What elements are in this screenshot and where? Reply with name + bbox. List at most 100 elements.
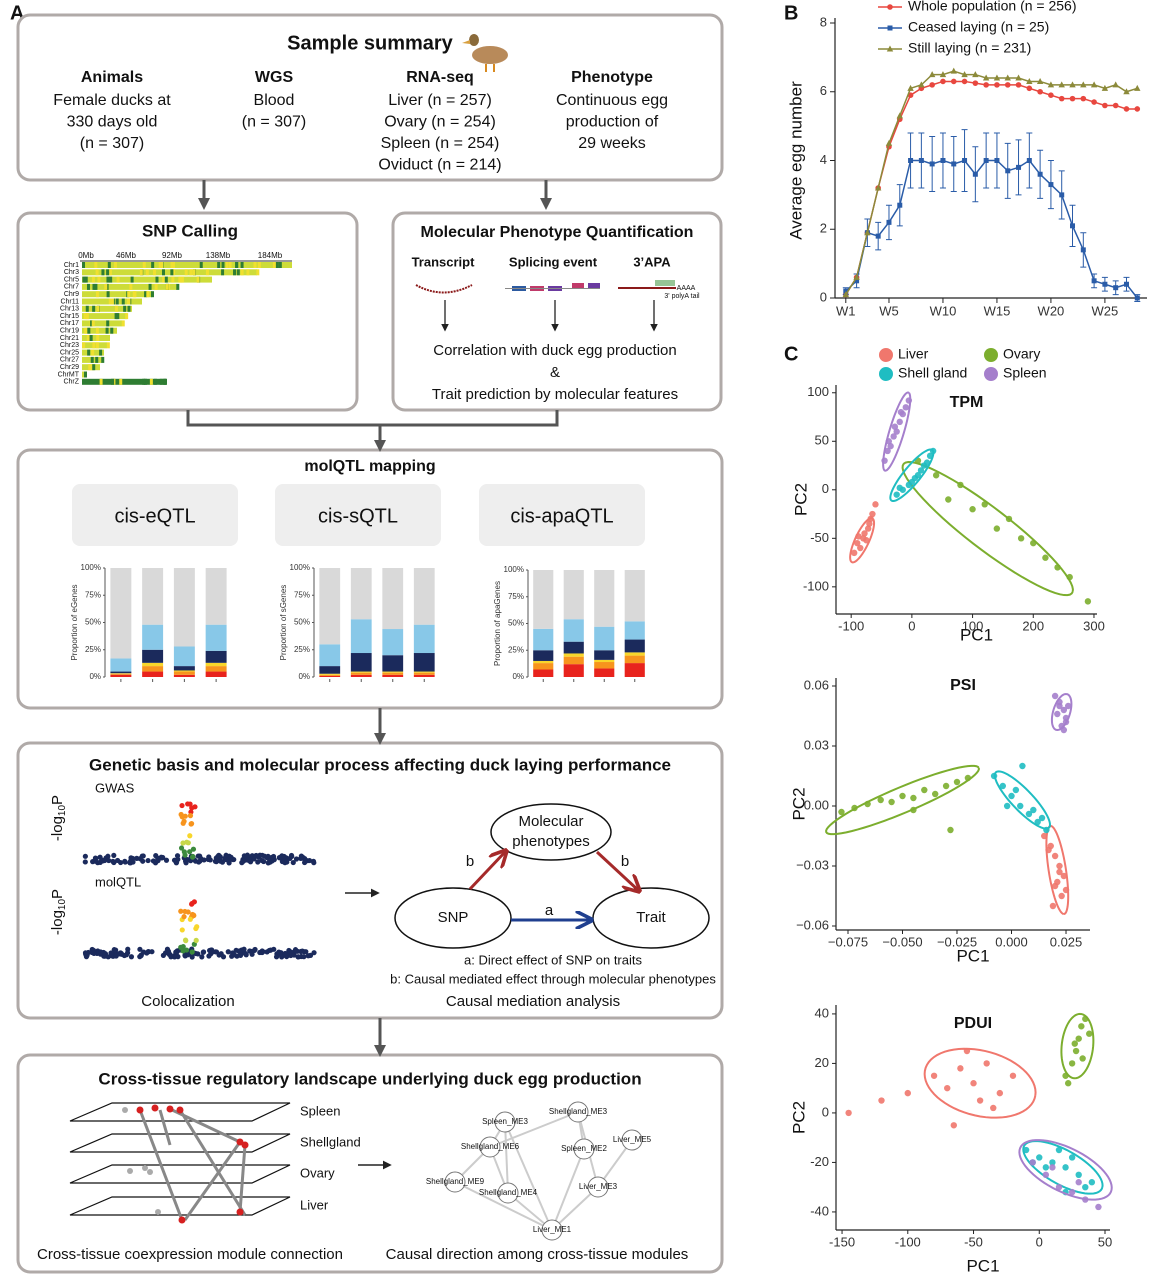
module-dot: [127, 1168, 133, 1174]
qtl-type: cis-sQTL: [318, 505, 398, 527]
point: [970, 1080, 977, 1087]
snp-density: [165, 283, 169, 290]
marker: [961, 78, 968, 85]
neg-log-p-label: -log10P: [49, 889, 68, 935]
manhattan-dot: [288, 852, 295, 859]
point: [1029, 1159, 1036, 1166]
module-dot: [122, 1107, 128, 1113]
point: [897, 408, 905, 416]
snp-density: [114, 305, 118, 312]
marker: [1069, 81, 1076, 88]
qtl-type-box: [479, 484, 645, 546]
manhattan-peak: [179, 802, 185, 809]
bar-segment: [319, 568, 341, 645]
layer-link: [138, 1109, 184, 1221]
panel-label: C: [784, 343, 798, 365]
confidence-ellipse: [889, 448, 935, 502]
marker: [1102, 281, 1108, 287]
marker: [1080, 247, 1086, 253]
marker: [1016, 164, 1022, 170]
chromosome-bar: [82, 291, 152, 298]
y-tick-label: 100%: [290, 563, 310, 572]
confidence-ellipse: [901, 461, 1074, 597]
point: [893, 428, 900, 435]
bar-segment: [533, 669, 554, 677]
point: [1068, 1188, 1076, 1196]
column-line: production of: [566, 114, 659, 131]
bar-segment: [142, 662, 164, 667]
x-axis-title: PC1: [960, 625, 993, 644]
snp-density: [176, 283, 180, 290]
snp-density: [158, 262, 162, 268]
marker: [928, 71, 936, 78]
manhattan-peak: [191, 941, 197, 947]
snp-density: [170, 262, 174, 268]
snp-density: [272, 262, 276, 268]
marker: [1112, 81, 1119, 88]
bar-segment: [142, 671, 164, 677]
duck-icon: [472, 46, 508, 64]
manhattan-dot: [291, 952, 297, 958]
marker: [853, 273, 860, 280]
snp-density: [82, 276, 86, 283]
chromosome-bar: [82, 305, 132, 312]
layer-label: Liver: [300, 1197, 329, 1212]
connector: [186, 410, 559, 427]
point: [1088, 1179, 1096, 1186]
snp-density: [104, 283, 108, 290]
y-tick-label: 0%: [89, 672, 101, 681]
y-tick-label: 75%: [85, 590, 101, 599]
bar-segment: [173, 670, 195, 672]
network-node: [494, 1111, 516, 1133]
snp-density: [83, 371, 87, 378]
snp-density: [116, 276, 120, 283]
point: [944, 1084, 951, 1092]
manhattan-dot: [260, 949, 266, 955]
marker: [1059, 192, 1065, 198]
snp-density: [95, 327, 99, 334]
mb-label: 92Mb: [162, 251, 183, 260]
snp-density: [92, 364, 96, 371]
snp-density: [145, 269, 149, 276]
marker: [951, 161, 957, 167]
network-edge: [550, 1148, 585, 1232]
bar-segment: [563, 664, 584, 677]
y-axis-title: PC2: [789, 1101, 808, 1134]
layer-link: [238, 1144, 247, 1213]
point: [1030, 806, 1037, 814]
y-tick-label: 0%: [512, 672, 524, 681]
snp-density: [225, 262, 229, 268]
point: [910, 794, 917, 802]
manhattan-peak: [184, 839, 190, 845]
manhattan-dot: [225, 949, 231, 955]
point: [1054, 878, 1061, 886]
snp-density: [85, 305, 89, 312]
mb-label: 138Mb: [206, 251, 231, 260]
manhattan-dot: [255, 859, 261, 865]
manhattan-peak: [192, 804, 198, 810]
snp-density: [246, 269, 250, 276]
neg-log-p-part: P: [49, 795, 66, 805]
manhattan-dot: [155, 858, 161, 864]
bar-segment: [350, 619, 372, 654]
confidence-ellipse: [923, 1047, 1037, 1119]
manhattan-dot: [159, 855, 165, 861]
x-tick-label: W15: [984, 303, 1011, 318]
marker: [896, 112, 903, 119]
layer-link: [183, 1141, 242, 1221]
module-dot: [166, 1105, 174, 1113]
point: [1017, 802, 1024, 810]
duck-icon: [462, 40, 470, 44]
x-tick-label: -150: [829, 1234, 855, 1249]
x-tick-label: 0: [1036, 1234, 1043, 1249]
network-edge: [502, 1121, 513, 1195]
confidence-ellipse: [993, 770, 1051, 830]
snp-density: [101, 269, 105, 276]
point: [996, 1089, 1004, 1097]
snp-density: [107, 262, 111, 268]
snp-density: [87, 327, 91, 334]
snp-density: [146, 291, 150, 298]
marker: [918, 158, 924, 163]
x-axis-title: PC1: [966, 1256, 999, 1275]
